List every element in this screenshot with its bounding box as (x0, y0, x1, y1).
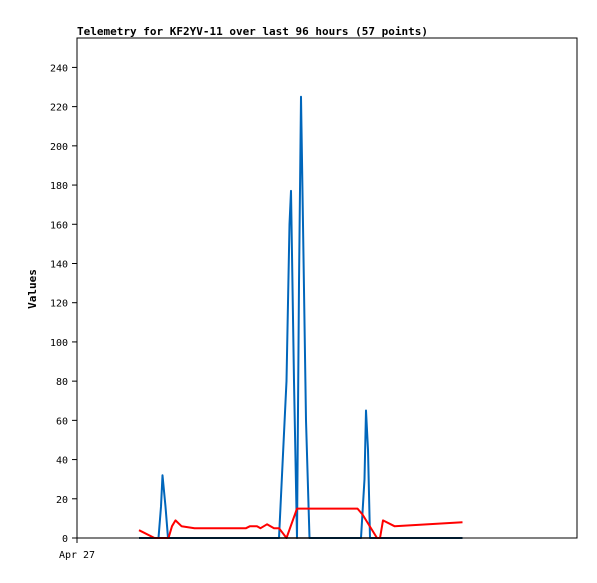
y-tick-label: 220 (50, 103, 68, 114)
series-layer (138, 95, 463, 539)
y-tick-label: 240 (50, 63, 68, 74)
y-tick-label: 180 (50, 181, 68, 192)
y-tick-label: 0 (62, 534, 68, 545)
plot-frame (76, 37, 578, 539)
y-tick-label: 100 (50, 338, 68, 349)
y-axis-label: Values (26, 269, 39, 309)
y-tick-label: 80 (56, 377, 68, 388)
y-tick-label: 20 (56, 495, 68, 506)
y-tick-label: 160 (50, 220, 68, 231)
y-tick-label: 140 (50, 259, 68, 270)
series-line-1 (139, 95, 463, 539)
series-line-2 (138, 507, 463, 539)
y-tick-label: 120 (50, 299, 68, 310)
y-tick-label: 200 (50, 142, 68, 153)
x-tick-label: Apr 27 (59, 550, 95, 561)
y-axis-ticks: 0 20 40 60 80 100 120 140 160 180 200 220 240 (50, 63, 77, 545)
y-tick-label: 40 (56, 456, 68, 467)
chart-title: Telemetry for KF2YV-11 over last 96 hour… (77, 25, 428, 38)
x-axis-ticks: Apr 27 (59, 538, 95, 561)
y-tick-label: 60 (56, 416, 68, 427)
